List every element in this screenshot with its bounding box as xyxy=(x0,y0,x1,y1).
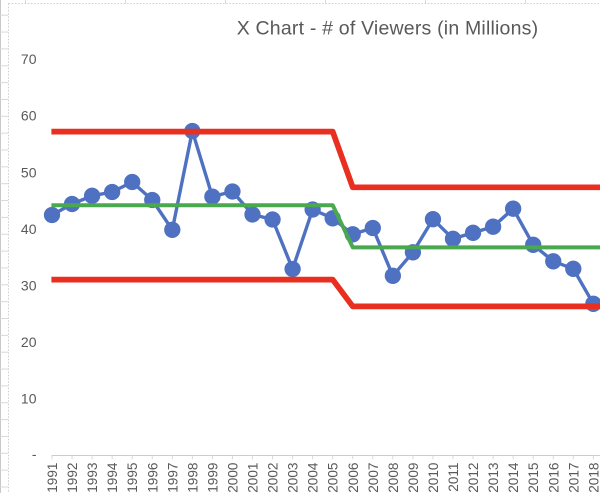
svg-text:1995: 1995 xyxy=(125,463,140,493)
svg-text:1999: 1999 xyxy=(205,463,220,493)
svg-text:2009: 2009 xyxy=(406,463,421,493)
svg-text:2017: 2017 xyxy=(566,463,581,493)
svg-text:50: 50 xyxy=(21,164,37,180)
svg-text:60: 60 xyxy=(21,108,37,124)
svg-text:1991: 1991 xyxy=(45,463,60,493)
svg-text:2013: 2013 xyxy=(486,463,501,493)
svg-text:10: 10 xyxy=(21,391,37,407)
svg-text:2000: 2000 xyxy=(225,462,240,493)
svg-text:2007: 2007 xyxy=(366,463,381,493)
svg-text:20: 20 xyxy=(21,334,37,350)
svg-text:2004: 2004 xyxy=(306,462,321,493)
svg-text:-: - xyxy=(32,446,37,462)
svg-text:1993: 1993 xyxy=(85,463,100,493)
svg-text:2016: 2016 xyxy=(546,463,561,493)
svg-text:2002: 2002 xyxy=(266,463,281,493)
svg-text:2010: 2010 xyxy=(426,462,441,493)
svg-text:1994: 1994 xyxy=(105,462,120,493)
svg-text:2015: 2015 xyxy=(526,463,541,493)
svg-text:2003: 2003 xyxy=(286,463,301,493)
svg-text:70: 70 xyxy=(21,51,37,67)
svg-text:1998: 1998 xyxy=(185,463,200,493)
svg-text:2005: 2005 xyxy=(326,463,341,493)
svg-text:2018: 2018 xyxy=(586,463,600,493)
svg-text:2014: 2014 xyxy=(506,462,521,493)
svg-text:30: 30 xyxy=(21,277,37,293)
svg-text:1997: 1997 xyxy=(165,463,180,493)
svg-text:40: 40 xyxy=(21,221,37,237)
svg-text:X Chart - # of Viewers (in Mil: X Chart - # of Viewers (in Millions) xyxy=(237,17,539,39)
svg-text:2006: 2006 xyxy=(346,463,361,493)
svg-text:1992: 1992 xyxy=(65,463,80,493)
svg-text:2008: 2008 xyxy=(386,463,401,493)
svg-text:2001: 2001 xyxy=(246,463,261,493)
svg-text:1996: 1996 xyxy=(145,463,160,493)
svg-text:2011: 2011 xyxy=(446,463,461,492)
svg-text:2012: 2012 xyxy=(466,463,481,493)
